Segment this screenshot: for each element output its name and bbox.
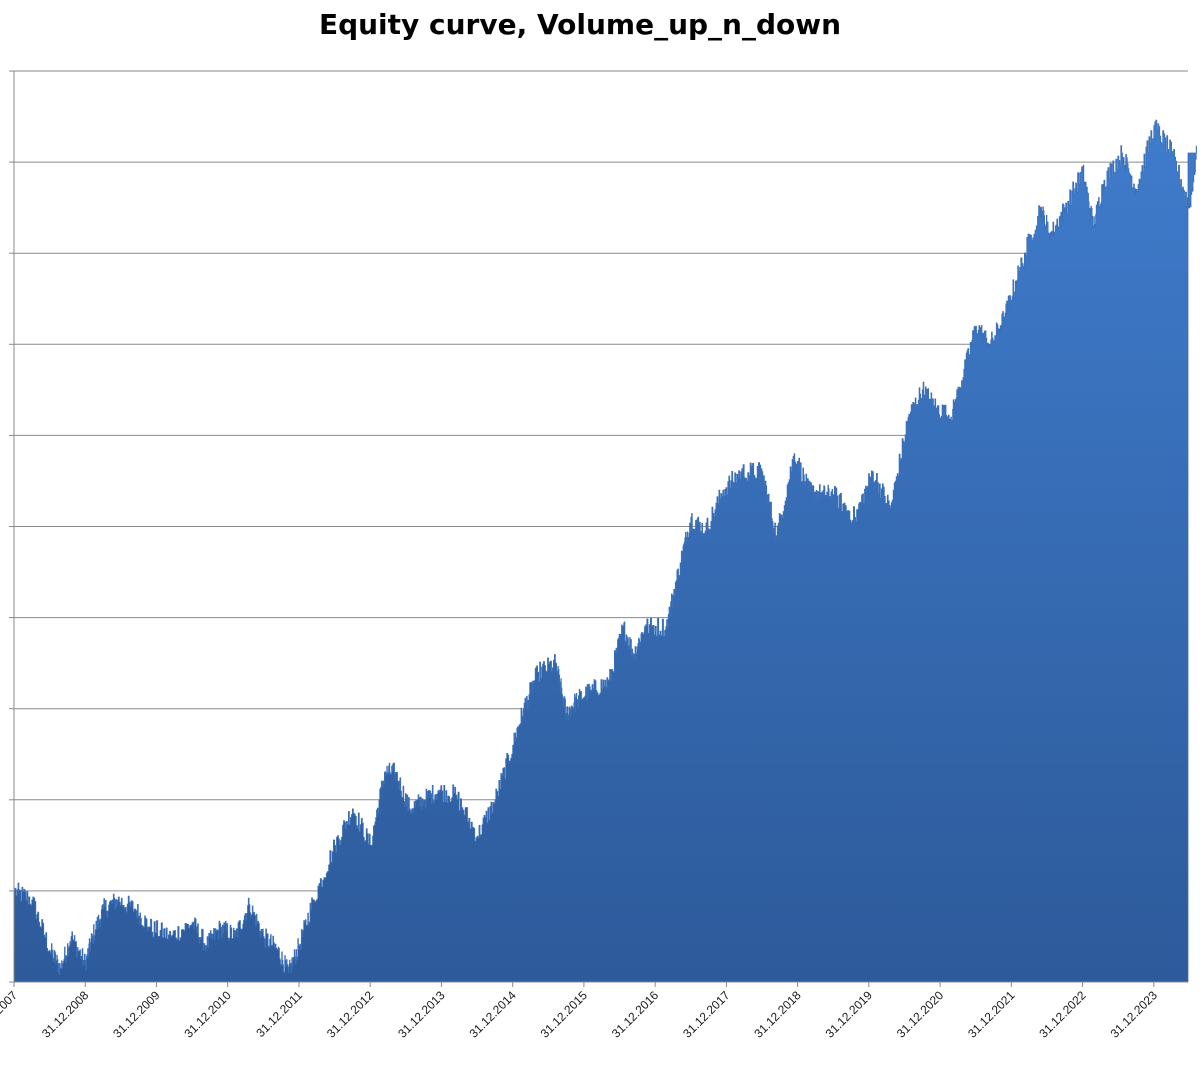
x-tick-label: 31.12.2018 [751,988,804,1041]
x-tick-label: 31.12.2017 [680,988,733,1041]
x-tick-labels: 31.12.2007 31.12.2008 31.12.2009 31.12.2010… [0,988,1160,1041]
x-tick-label: 31.12.2019 [823,988,876,1041]
x-tick-label: 31.12.2021 [965,988,1018,1041]
x-tick-label: 31.12.2013 [395,988,448,1041]
x-tick-label: 31.12.2016 [609,988,662,1041]
axes [9,70,1188,987]
series-layer [13,119,1197,983]
equity-series-area [13,119,1197,983]
x-tick-label: 31.12.2020 [894,988,947,1041]
chart-title: Equity curve, Volume_up_n_down [318,8,842,41]
x-tick-label: 31.12.2010 [181,988,234,1041]
x-tick-label: 31.12.2023 [1108,988,1161,1041]
x-tick-label: 31.12.2015 [538,988,591,1041]
x-tick-label: 31.12.2014 [466,988,519,1041]
x-tick-label: 31.12.2009 [110,988,163,1041]
x-tick-label: 31.12.2008 [39,988,92,1041]
x-tick-label: 31.12.2007 [0,988,20,1041]
x-tick-label: 31.12.2012 [324,988,377,1041]
x-tick-label: 31.12.2011 [253,988,305,1040]
x-tick-label: 31.12.2022 [1036,988,1089,1041]
